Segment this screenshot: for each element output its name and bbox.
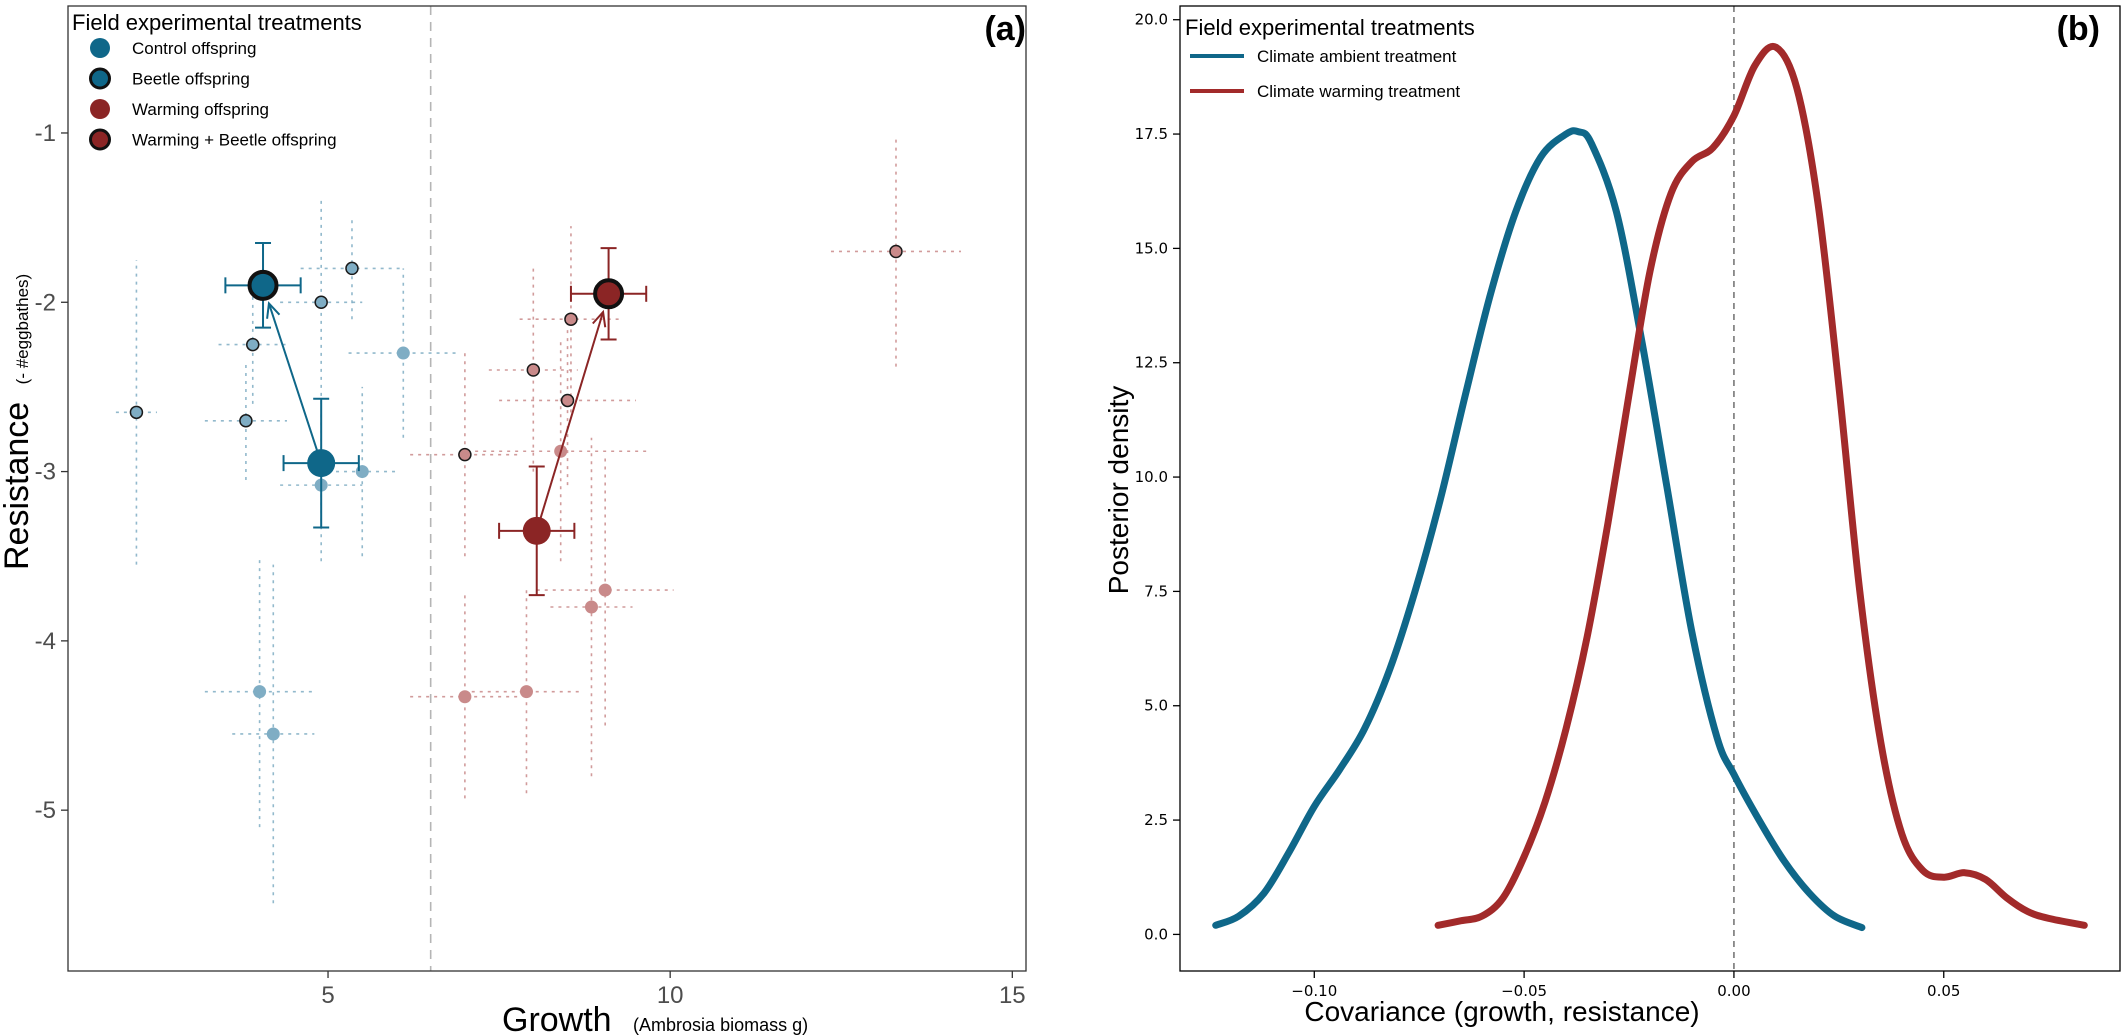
y-tick-label: -4 <box>35 628 56 655</box>
panel-a-x-title-main: Growth <box>502 1001 612 1036</box>
shift-arrow-line <box>535 311 605 532</box>
panel-a-x-ticks: 5 10 15 <box>321 971 1026 1009</box>
panel-a-means <box>224 242 648 597</box>
legend-label-control-offspring: Control offspring <box>132 39 256 58</box>
panel-a-y-ticks: -5 -4 -3 -2 -1 <box>35 120 68 824</box>
point-warming-beetle-offspring <box>560 393 575 408</box>
point-control-offspring <box>266 727 280 741</box>
x-tick-label: 10 <box>657 982 684 1009</box>
x-tick-label: 0.05 <box>1927 982 1960 1000</box>
y-tick-label: -3 <box>35 459 56 486</box>
density-line-climate-ambient-treatment <box>1212 127 1866 932</box>
panel-a-x-title: Growth (Ambrosia biomass g) <box>502 1001 808 1036</box>
panel-a-y-title-sub: (- #eggbathes) <box>13 274 32 385</box>
panel-b-legend: Field experimental treatments Climate am… <box>1185 15 1475 101</box>
mean-control-offspring <box>307 449 336 478</box>
y-tick-label: 15.0 <box>1135 239 1168 257</box>
point-warming-offspring <box>519 685 533 699</box>
panel-a-legend-title: Field experimental treatments <box>72 10 362 35</box>
panel-a-label: (a) <box>984 10 1026 48</box>
y-tick-label: 17.5 <box>1135 125 1168 143</box>
y-tick-label: -1 <box>35 120 56 147</box>
legend-label-warming-beetle-offspring: Warming + Beetle offspring <box>132 131 337 150</box>
panel-b-y-title: Posterior density <box>1103 386 1134 595</box>
panel-a-y-title-main: Resistance <box>0 402 36 570</box>
point-warming-offspring <box>584 600 598 614</box>
legend-marker-warming-beetle-offspring <box>89 128 111 151</box>
mean-warming-beetle-offspring <box>593 278 625 310</box>
y-tick-label: 0.0 <box>1144 925 1168 943</box>
x-tick-label: 5 <box>321 982 334 1009</box>
point-warming-beetle-offspring <box>526 363 541 377</box>
panel-a-points <box>129 244 903 741</box>
legend-label-warming-offspring: Warming offspring <box>132 100 269 119</box>
y-tick-label: 2.5 <box>1144 811 1168 829</box>
x-tick-label: 15 <box>999 982 1026 1009</box>
point-beetle-offspring <box>246 337 260 352</box>
x-tick-label: 0.00 <box>1717 982 1750 1000</box>
panel-a: 5 10 15 -5 -4 -3 -2 -1 (a) Growth (Ambrosia bi… <box>0 5 1027 1036</box>
legend-label-climate-ambient-treatment: Climate ambient treatment <box>1257 47 1457 66</box>
point-beetle-offspring <box>239 414 253 428</box>
legend-label-beetle-offspring: Beetle offspring <box>132 70 250 89</box>
point-warming-beetle-offspring <box>889 244 903 259</box>
panel-b-plot-frame <box>1179 5 2121 972</box>
y-tick-label: 20.0 <box>1135 11 1168 29</box>
panel-a-arrows <box>266 301 607 532</box>
mean-beetle-offspring <box>247 269 279 301</box>
panel-b-x-ticks: −0.10 −0.05 0.00 0.05 <box>1291 971 1960 1000</box>
y-tick-label: 10.0 <box>1135 468 1168 486</box>
panel-b-y-ticks: 0.0 2.5 5.0 7.5 10.0 12.5 15.0 17.5 20.0 <box>1135 11 1180 943</box>
y-tick-label: 7.5 <box>1144 582 1168 600</box>
legend-marker-control-offspring <box>90 38 110 58</box>
x-tick-label: −0.10 <box>1291 982 1337 1000</box>
y-tick-label: 5.0 <box>1144 697 1168 715</box>
point-control-offspring <box>396 346 410 360</box>
density-line-climate-warming-treatment <box>1434 42 2088 929</box>
legend-marker-warming-offspring <box>90 99 110 119</box>
panel-a-plot-frame <box>67 5 1027 972</box>
y-tick-label: -5 <box>35 797 56 824</box>
point-warming-beetle-offspring <box>564 312 578 326</box>
point-warming-beetle-offspring <box>458 447 472 462</box>
panel-b-density-lines <box>1212 42 2088 932</box>
panel-b-label: (b) <box>2057 10 2100 48</box>
point-warming-offspring <box>458 690 472 704</box>
shift-arrow-head <box>592 309 607 328</box>
legend-label-climate-warming-treatment: Climate warming treatment <box>1257 82 1460 101</box>
point-beetle-offspring <box>129 405 144 420</box>
panel-a-legend: Field experimental treatments Control of… <box>72 10 362 151</box>
x-tick-label: −0.05 <box>1501 982 1547 1000</box>
point-warming-offspring <box>598 583 612 597</box>
panel-b: −0.10 −0.05 0.00 0.05 0.0 2.5 5.0 7.5 10.0 12.5 1… <box>1103 5 2121 1027</box>
panel-a-y-title: Resistance (- #eggbathes) <box>0 274 36 570</box>
y-tick-label: -2 <box>35 289 56 316</box>
point-control-offspring <box>355 465 369 479</box>
point-control-offspring <box>253 685 267 699</box>
panel-b-legend-title: Field experimental treatments <box>1185 15 1475 40</box>
point-beetle-offspring <box>345 261 359 276</box>
y-tick-label: 12.5 <box>1135 354 1168 372</box>
shift-arrow-head <box>266 301 281 319</box>
panel-b-x-title: Covariance (growth, resistance) <box>1304 996 1699 1027</box>
mean-warming-offspring <box>522 516 551 545</box>
legend-marker-beetle-offspring <box>89 67 111 90</box>
panel-a-x-title-sub: (Ambrosia biomass g) <box>633 1015 808 1035</box>
point-beetle-offspring <box>314 295 328 310</box>
shift-arrow-line <box>267 303 323 464</box>
